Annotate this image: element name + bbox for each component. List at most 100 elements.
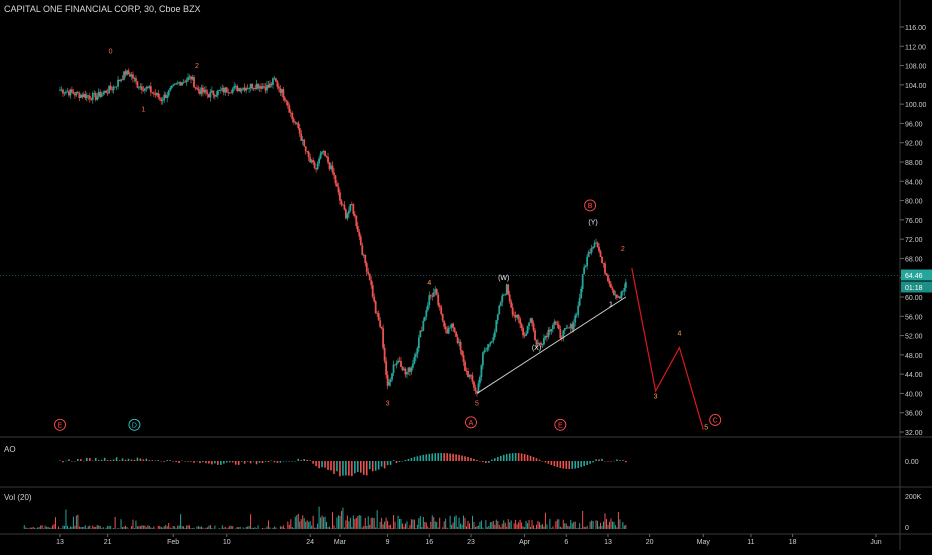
candle-body xyxy=(585,266,587,267)
ao-bar xyxy=(366,461,368,475)
volume-bar xyxy=(342,508,343,529)
volume-bar xyxy=(558,519,559,529)
volume-bar xyxy=(161,527,162,529)
candle-body xyxy=(556,323,558,324)
countdown-label: 01:18 xyxy=(905,285,923,292)
volume-bar xyxy=(275,527,276,529)
ao-bar xyxy=(384,461,386,468)
price-tick-label: 60.00 xyxy=(905,295,923,302)
volume-bar xyxy=(374,518,375,529)
volume-bar xyxy=(350,518,351,529)
candle-body xyxy=(415,354,417,357)
candle-body xyxy=(489,342,491,344)
candle-body xyxy=(226,88,228,93)
volume-bar xyxy=(539,522,540,529)
candle-body xyxy=(361,245,363,254)
ao-bar xyxy=(488,461,490,463)
volume-bar xyxy=(432,515,433,529)
candle-body xyxy=(277,81,279,86)
volume-bar xyxy=(192,528,193,529)
ao-bar xyxy=(622,460,624,461)
candle-body xyxy=(533,323,535,330)
wave-label: 2 xyxy=(195,63,199,70)
volume-bar xyxy=(536,525,537,529)
wave-label: 5 xyxy=(475,400,479,407)
volume-bar xyxy=(89,526,90,529)
candle-body xyxy=(372,285,374,297)
volume-bar xyxy=(222,525,223,529)
ao-bar xyxy=(574,461,576,469)
volume-bar xyxy=(153,526,154,529)
volume-bar xyxy=(578,528,579,529)
ao-bar xyxy=(589,461,591,464)
candle-body xyxy=(388,382,390,386)
candle-body xyxy=(412,364,414,368)
volume-bar xyxy=(235,528,236,529)
candle-body xyxy=(272,79,274,85)
volume-bar xyxy=(118,528,119,529)
volume-bar xyxy=(359,515,360,529)
volume-bar xyxy=(487,527,488,529)
volume-bar xyxy=(338,515,339,529)
ao-bar xyxy=(414,457,416,461)
volume-bar xyxy=(199,527,200,529)
ao-bar xyxy=(98,460,100,461)
candle-body xyxy=(622,291,624,292)
volume-bar xyxy=(581,528,582,529)
projection-path[interactable] xyxy=(632,268,703,430)
ao-bar xyxy=(89,458,91,461)
candle-body xyxy=(110,86,112,89)
volume-bar xyxy=(202,528,203,529)
volume-bar xyxy=(319,507,320,529)
volume-bar xyxy=(274,527,275,529)
ao-bar xyxy=(202,461,204,462)
candle-body xyxy=(576,315,578,316)
volume-bar xyxy=(253,528,254,529)
price-tick-label: 92.00 xyxy=(905,141,923,148)
candle-body xyxy=(162,100,164,101)
circled-wave-label: D xyxy=(132,422,137,429)
volume-bar xyxy=(272,528,273,529)
candle-body xyxy=(101,94,103,97)
price-axis[interactable]: 116.00112.00108.00104.00100.0096.0092.00… xyxy=(900,25,932,532)
volume-bar xyxy=(247,526,248,529)
volume-bar xyxy=(497,521,498,529)
volume-bar xyxy=(494,525,495,529)
candle-body xyxy=(303,140,305,147)
ao-histogram xyxy=(59,453,626,476)
ao-bar xyxy=(598,459,600,461)
candle-body xyxy=(612,288,614,290)
price-tick-label: 56.00 xyxy=(905,314,923,321)
volume-bar xyxy=(283,525,284,529)
volume-bar xyxy=(470,528,471,529)
volume-bar xyxy=(351,527,352,529)
candle-body xyxy=(293,119,295,122)
ao-bar xyxy=(71,461,73,462)
volume-bar xyxy=(572,523,573,529)
volume-bar xyxy=(174,526,175,529)
ao-bar xyxy=(235,461,237,465)
volume-bar xyxy=(354,519,355,529)
volume-bar xyxy=(124,527,125,529)
price-tick-label: 36.00 xyxy=(905,411,923,418)
ao-bar xyxy=(625,461,627,462)
volume-bar xyxy=(39,527,40,529)
candle-body xyxy=(382,328,384,347)
volume-bar xyxy=(28,528,29,529)
ao-bar xyxy=(146,459,148,461)
candle-body xyxy=(503,295,505,296)
volume-bar xyxy=(45,526,46,529)
candle-body xyxy=(460,342,462,350)
volume-bar xyxy=(164,526,165,529)
volume-bar xyxy=(65,510,66,529)
ao-bar xyxy=(175,461,177,462)
volume-bar xyxy=(447,528,448,529)
volume-bar xyxy=(305,522,306,529)
volume-bar xyxy=(208,526,209,529)
ao-bar xyxy=(470,458,472,461)
volume-bar xyxy=(607,525,608,529)
candle-body xyxy=(305,146,307,151)
